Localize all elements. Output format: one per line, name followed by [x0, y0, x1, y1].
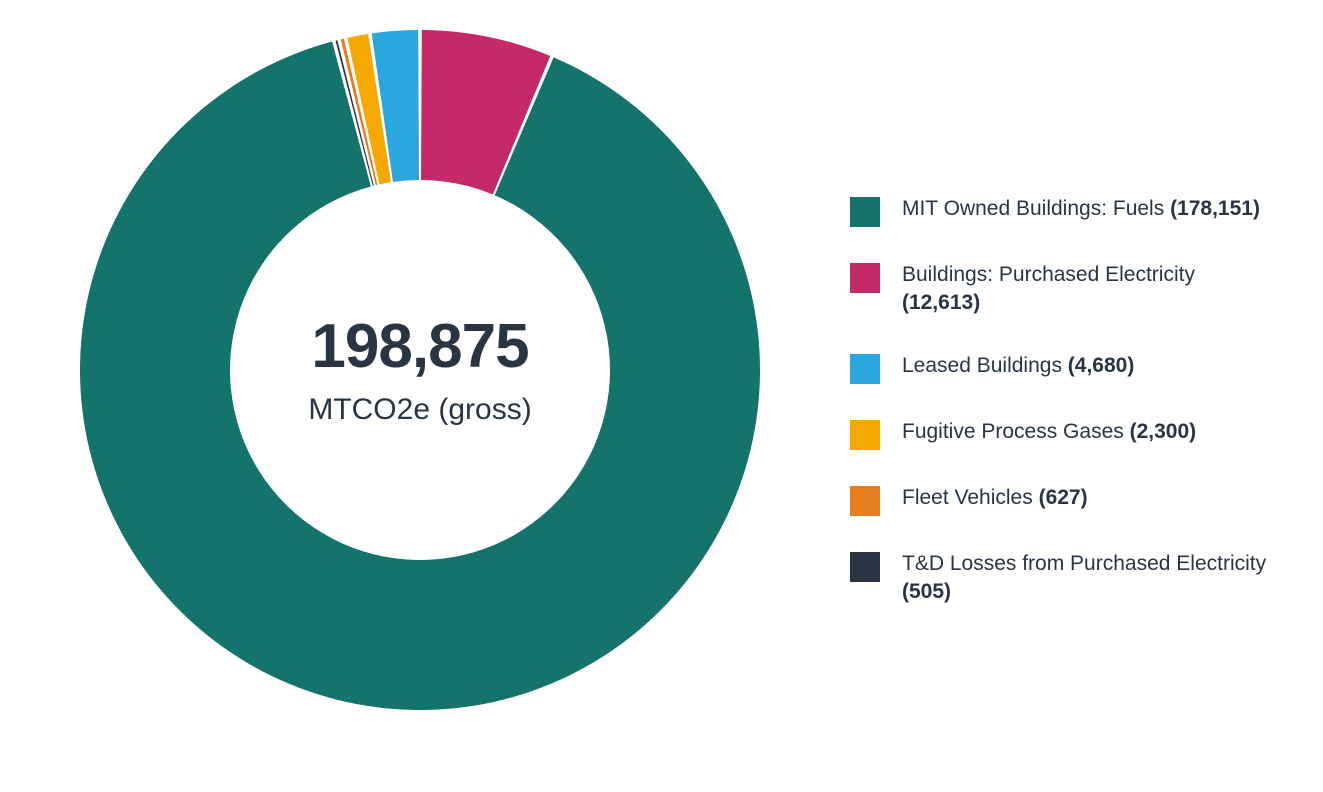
donut-chart: 198,875 MTCO2e (gross) — [80, 30, 760, 710]
legend-label-text: Leased Buildings — [902, 354, 1068, 377]
legend-label-text: Fugitive Process Gases — [902, 420, 1130, 443]
legend-item: MIT Owned Buildings: Fuels (178,151) — [850, 195, 1270, 227]
legend-label: Buildings: Purchased Electricity (12,613… — [902, 261, 1270, 318]
legend-label: Leased Buildings (4,680) — [902, 352, 1134, 380]
legend-item: Leased Buildings (4,680) — [850, 352, 1270, 384]
legend-label: T&D Losses from Purchased Electricity (5… — [902, 550, 1270, 607]
legend-label-value: (2,300) — [1130, 420, 1197, 443]
legend-label: Fugitive Process Gases (2,300) — [902, 418, 1196, 446]
center-unit: MTCO2e (gross) — [308, 393, 531, 427]
legend-label-text: T&D Losses from Purchased Electricity — [902, 552, 1266, 575]
legend-label-value: (627) — [1039, 486, 1088, 509]
legend-label-value: (4,680) — [1068, 354, 1135, 377]
legend-swatch — [850, 420, 880, 450]
legend-swatch — [850, 552, 880, 582]
legend-swatch — [850, 197, 880, 227]
legend-label-text: Buildings: Purchased Electricity — [902, 263, 1195, 286]
legend-label-value: (178,151) — [1170, 197, 1260, 220]
legend-label: Fleet Vehicles (627) — [902, 484, 1088, 512]
legend-item: Fugitive Process Gases (2,300) — [850, 418, 1270, 450]
legend-swatch — [850, 354, 880, 384]
center-value: 198,875 — [308, 313, 531, 381]
chart-legend: MIT Owned Buildings: Fuels (178,151) Buil… — [850, 195, 1270, 640]
legend-item: Fleet Vehicles (627) — [850, 484, 1270, 516]
legend-swatch — [850, 263, 880, 293]
legend-label: MIT Owned Buildings: Fuels (178,151) — [902, 195, 1260, 223]
legend-item: T&D Losses from Purchased Electricity (5… — [850, 550, 1270, 607]
chart-center-label: 198,875 MTCO2e (gross) — [308, 313, 531, 427]
legend-item: Buildings: Purchased Electricity (12,613… — [850, 261, 1270, 318]
legend-swatch — [850, 486, 880, 516]
legend-label-value: (12,613) — [902, 291, 980, 314]
legend-label-value: (505) — [902, 580, 951, 603]
legend-label-text: MIT Owned Buildings: Fuels — [902, 197, 1170, 220]
legend-label-text: Fleet Vehicles — [902, 486, 1039, 509]
